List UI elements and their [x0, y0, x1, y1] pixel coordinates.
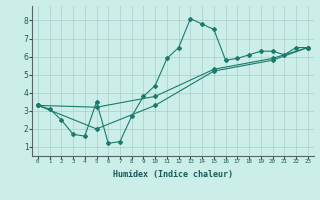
X-axis label: Humidex (Indice chaleur): Humidex (Indice chaleur) — [113, 170, 233, 179]
